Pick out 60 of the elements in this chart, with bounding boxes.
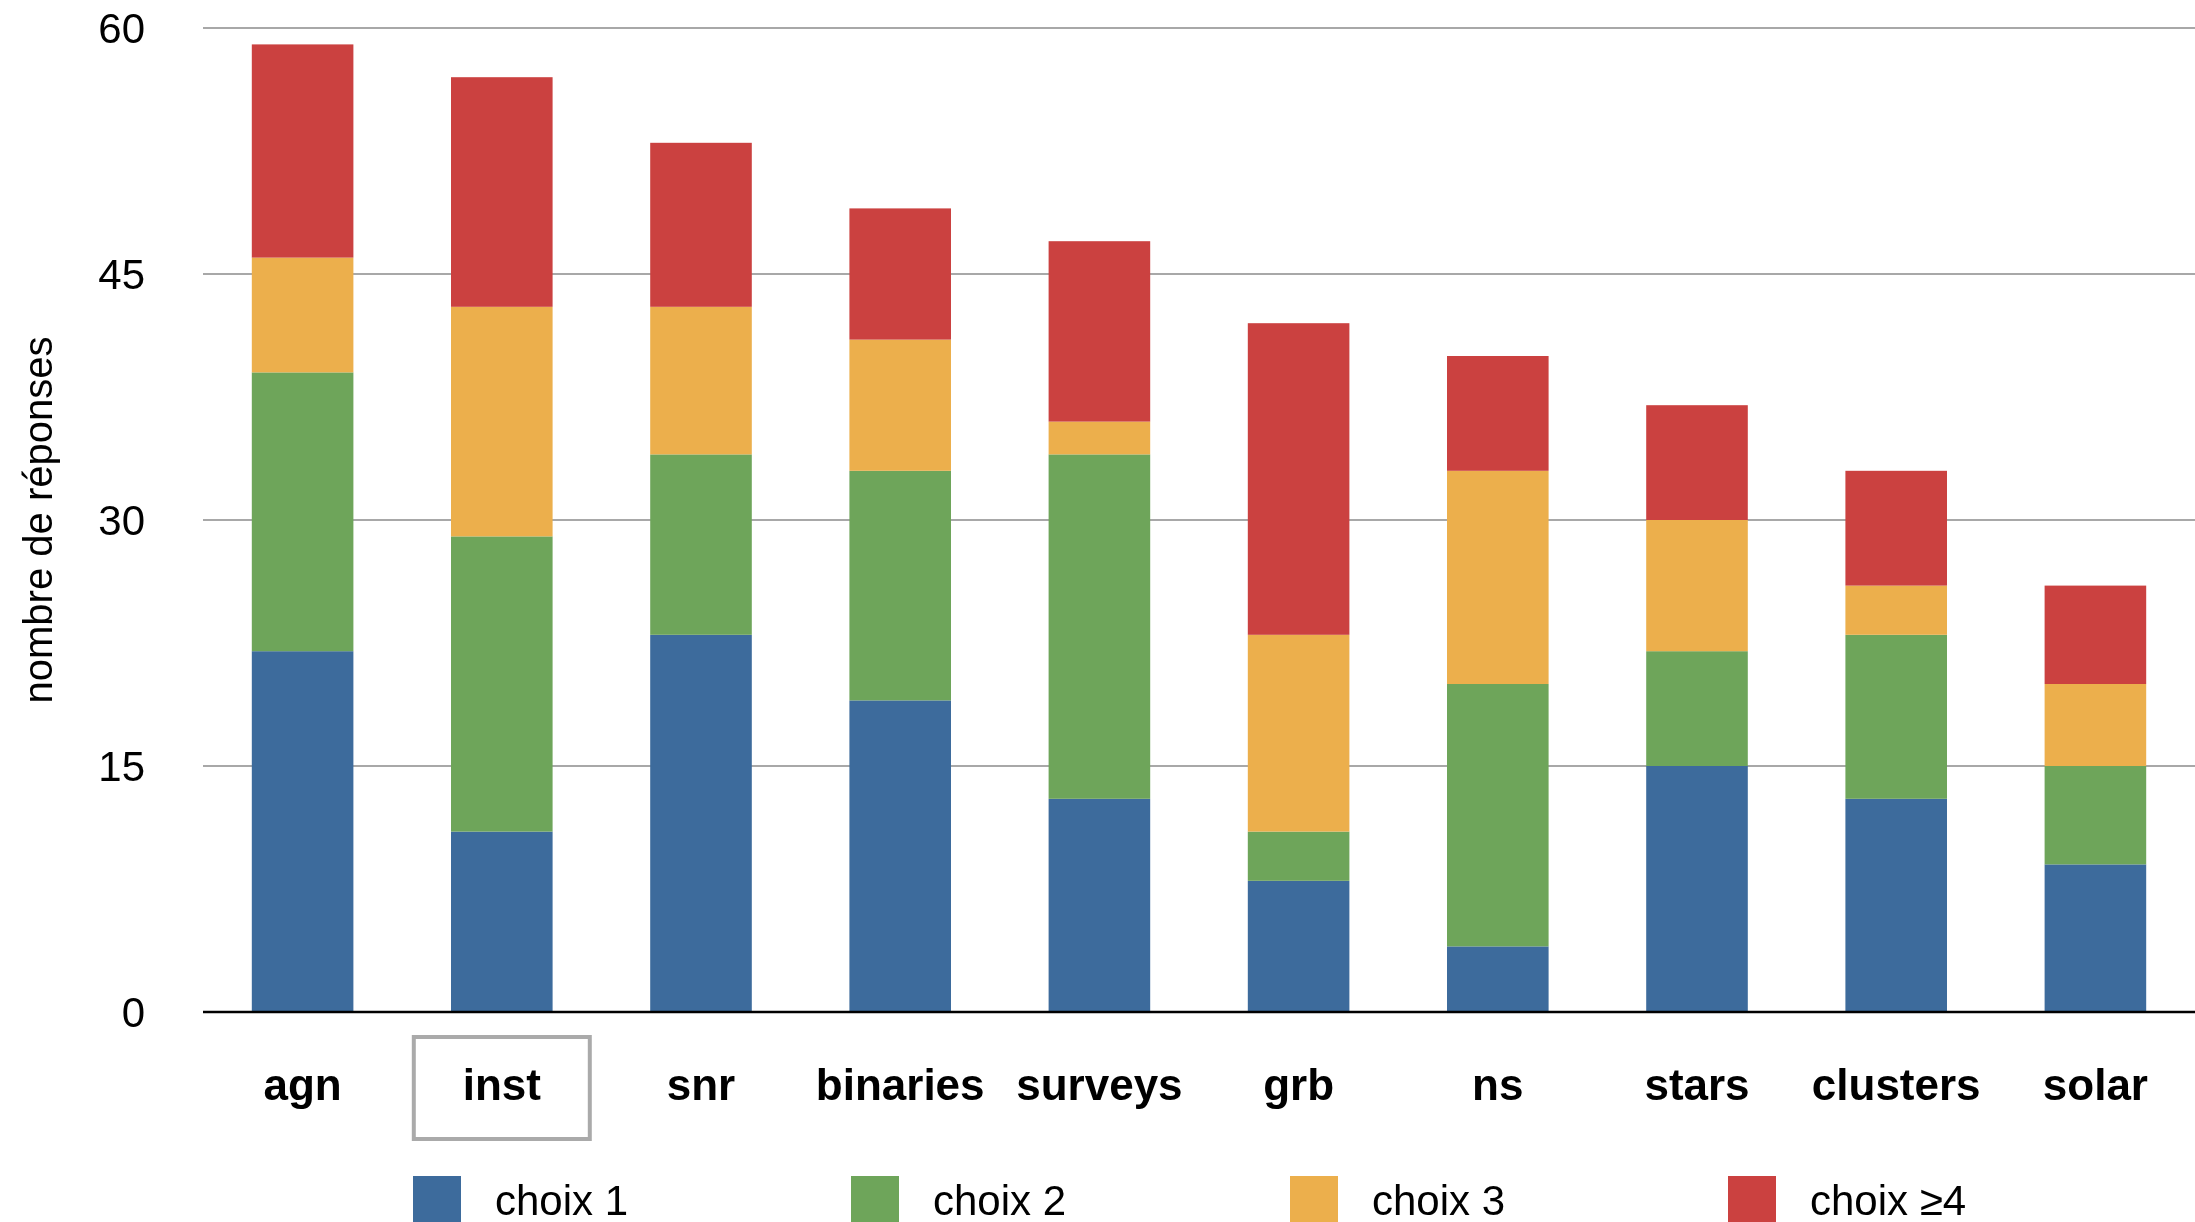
bar (1247, 323, 1350, 635)
x-tick-label: ns (1472, 1060, 1524, 1110)
x-tick-label: inst (462, 1060, 542, 1110)
bar (1247, 880, 1350, 1012)
bar (849, 700, 951, 1012)
bar (1845, 470, 1947, 586)
bar (1048, 454, 1151, 799)
bar (2044, 684, 2147, 766)
y-tick-label: 60 (98, 4, 145, 52)
y-tick-label: 15 (98, 742, 145, 790)
bar (451, 77, 553, 307)
bar (1048, 421, 1151, 455)
bar (849, 470, 951, 701)
bar (650, 454, 752, 635)
bar (650, 142, 752, 307)
bar (1845, 634, 1947, 799)
x-tick-label: stars (1644, 1060, 1750, 1110)
bar (251, 257, 354, 373)
y-tick-label: 45 (98, 250, 145, 298)
bar (1447, 356, 1549, 471)
bar (1646, 405, 1748, 520)
legend-label: choix 1 (495, 1176, 629, 1222)
bar (251, 44, 354, 258)
bar (849, 339, 951, 471)
x-tick-label: snr (666, 1060, 736, 1110)
bar (1447, 470, 1549, 684)
x-tick-label: surveys (1016, 1060, 1183, 1110)
bar (1447, 946, 1549, 1012)
bar (1646, 520, 1748, 652)
y-tick-label: 30 (98, 496, 145, 544)
bar (1646, 651, 1748, 766)
bar (1048, 241, 1151, 422)
y-axis-title: nombre de réponses (16, 336, 60, 704)
bar (2044, 864, 2147, 1012)
bar (251, 372, 354, 652)
bar (1247, 634, 1350, 832)
bar (1447, 684, 1549, 947)
x-tick-label: agn (263, 1060, 342, 1110)
bar (2044, 585, 2147, 684)
bar (650, 634, 752, 1012)
legend-label: choix 3 (1372, 1176, 1506, 1222)
x-tick-label: binaries (815, 1060, 985, 1110)
bar (1247, 831, 1350, 881)
bar (251, 651, 354, 1012)
x-tick-label: clusters (1811, 1060, 1981, 1110)
bar (1048, 798, 1151, 1012)
bar (650, 306, 752, 455)
x-tick-label: grb (1263, 1060, 1335, 1110)
legend-label: choix 2 (933, 1176, 1067, 1222)
bar (849, 208, 951, 340)
bar (1646, 766, 1748, 1012)
y-tick-label: 0 (121, 988, 145, 1036)
bar (451, 831, 553, 1012)
legend-label: choix ≥4 (1810, 1176, 1967, 1222)
bar (2044, 766, 2147, 865)
x-tick-label: solar (2042, 1060, 2148, 1110)
bar (451, 536, 553, 832)
bar (1845, 798, 1947, 1012)
bar (451, 306, 553, 537)
bar (1845, 585, 1947, 635)
